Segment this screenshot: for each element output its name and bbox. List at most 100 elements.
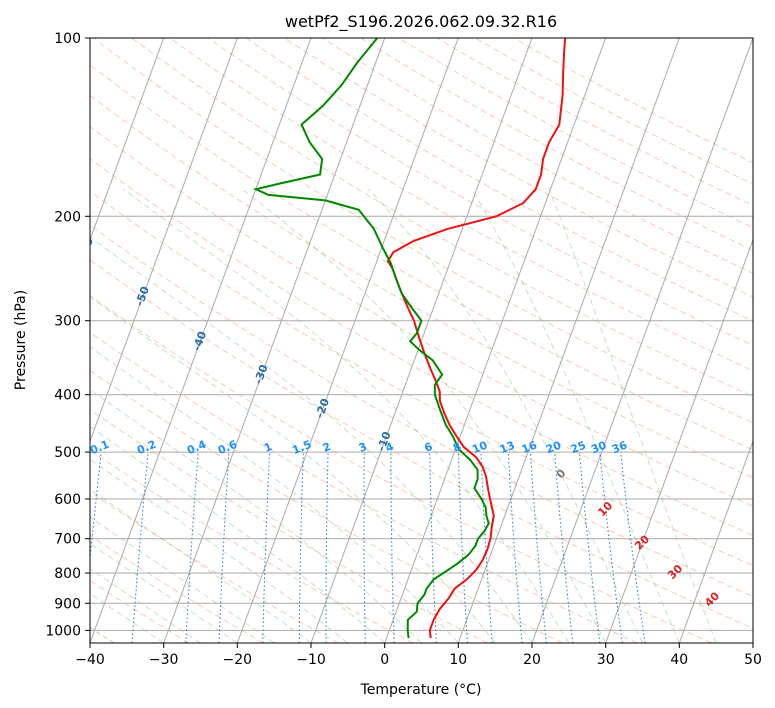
dry-adiabat-line bbox=[436, 38, 753, 207]
isotherm-label: -60 bbox=[77, 236, 96, 259]
mixing-ratio-label: 2 bbox=[321, 440, 333, 455]
dry-adiabat-line bbox=[90, 409, 488, 643]
y-axis-ticks: 100 200 300 400 500 600 700 800 900 1000 bbox=[45, 31, 90, 639]
y-tick-label: 300 bbox=[54, 314, 81, 330]
isotherm-label: -70 bbox=[23, 181, 42, 204]
mixing-ratio-label: 10 bbox=[470, 438, 489, 456]
mixing-ratio-label: 13 bbox=[498, 439, 517, 457]
dry-adiabat-line bbox=[513, 38, 753, 164]
mixing-ratio-label: 20 bbox=[544, 438, 563, 456]
x-tick-label: 0 bbox=[380, 652, 389, 668]
mixing-ratio-label: 8 bbox=[451, 440, 463, 455]
mixing-ratio-line bbox=[325, 452, 329, 643]
moist-adiabat-line bbox=[90, 568, 201, 643]
mixing-ratio-label: 0.1 bbox=[88, 438, 111, 457]
mixing-ratio-line bbox=[599, 452, 623, 643]
y-tick-label: 200 bbox=[54, 209, 81, 225]
dry-adiabat-line bbox=[90, 157, 753, 537]
mixing-ratio-line bbox=[578, 452, 601, 643]
x-tick-label: −30 bbox=[149, 652, 179, 668]
mixing-ratio-label: 0.4 bbox=[185, 438, 208, 457]
dry-adiabat-line bbox=[322, 38, 753, 274]
moist-adiabat-line bbox=[90, 458, 349, 643]
moist-adiabat-line bbox=[241, 188, 607, 643]
chart-title: wetPf2_S196.2026.062.09.32.R16 bbox=[285, 12, 557, 32]
moist-adiabat-line bbox=[367, 188, 643, 643]
moist-adiabat-line bbox=[90, 542, 238, 643]
dry-adiabat-line bbox=[90, 94, 753, 479]
isotherm-line bbox=[90, 38, 312, 643]
x-tick-label: −40 bbox=[75, 652, 105, 668]
moist-adiabat-line bbox=[90, 236, 533, 643]
plot-frame bbox=[89, 37, 754, 644]
mixing-ratio-label: 6 bbox=[423, 440, 435, 455]
dewpoint-profile-line bbox=[252, 38, 490, 639]
dry-adiabat-line bbox=[90, 449, 414, 643]
dry-adiabat-line bbox=[245, 38, 753, 322]
dry-adiabat-line bbox=[90, 64, 753, 451]
mixing-ratio-line bbox=[298, 452, 304, 643]
x-tick-label: −10 bbox=[296, 652, 326, 668]
x-axis-label: Temperature (°C) bbox=[360, 682, 482, 698]
dry-adiabat-line bbox=[90, 331, 638, 643]
dry-adiabat-line bbox=[474, 38, 753, 185]
x-axis-ticks: −40 −30 −20 −10 0 10 20 30 40 50 bbox=[75, 643, 762, 668]
dry-adiabat-line bbox=[90, 491, 339, 643]
mixing-ratio-line bbox=[529, 452, 547, 643]
isotherm-line bbox=[531, 38, 753, 643]
isotherm-line bbox=[310, 38, 533, 643]
isotherm-line bbox=[752, 641, 753, 643]
y-tick-label: 100 bbox=[54, 31, 81, 47]
mixing-ratio-label: 1 bbox=[262, 440, 274, 455]
moist-adiabat-line bbox=[123, 188, 570, 643]
dry-adiabat-line bbox=[90, 369, 563, 643]
y-tick-label: 700 bbox=[54, 532, 81, 548]
dry-adiabat-line bbox=[90, 259, 753, 629]
profile-lines bbox=[252, 38, 567, 639]
moist-adiabat-line bbox=[90, 388, 422, 643]
moist-adiabat-line bbox=[90, 346, 459, 643]
dry-adiabat-line bbox=[90, 190, 753, 567]
isotherm-line bbox=[163, 38, 386, 643]
moist-adiabat-label: 40 bbox=[702, 589, 722, 609]
x-tick-label: 10 bbox=[449, 652, 467, 668]
mixing-ratio-label: 3 bbox=[357, 440, 369, 455]
isotherm-line bbox=[90, 38, 238, 443]
dry-adiabat-line bbox=[93, 38, 753, 424]
y-tick-label: 500 bbox=[54, 445, 81, 461]
x-tick-label: 30 bbox=[597, 652, 615, 668]
moist-adiabat-line bbox=[548, 189, 717, 643]
mixing-ratio-label: 25 bbox=[569, 439, 588, 457]
mixing-ratio-line bbox=[218, 452, 230, 643]
mixing-ratio-line bbox=[131, 452, 149, 643]
y-tick-label: 600 bbox=[54, 492, 81, 508]
mixing-ratio-line bbox=[620, 452, 646, 643]
mixing-ratio-label: 0.2 bbox=[135, 438, 158, 457]
mixing-ratio-line bbox=[90, 452, 102, 564]
mixing-ratio-line bbox=[185, 452, 199, 643]
x-tick-label: 40 bbox=[670, 652, 688, 668]
isotherm-line bbox=[90, 38, 165, 242]
mixing-ratio-label: 0.6 bbox=[216, 438, 239, 457]
line-labels: -100-90-80-70-60-50-40-30-20-100.10.20.4… bbox=[23, 181, 722, 610]
isotherm-line bbox=[384, 38, 607, 643]
x-tick-label: 20 bbox=[523, 652, 541, 668]
mixing-ratio-label: 30 bbox=[589, 438, 608, 456]
dry-adiabat-line bbox=[90, 125, 753, 507]
moist-adiabat-label: 0 bbox=[554, 466, 569, 481]
y-tick-label: 900 bbox=[54, 596, 81, 612]
mixing-ratio-label: 36 bbox=[610, 438, 629, 456]
isotherm-label: -50 bbox=[133, 284, 152, 307]
isotherm-label: -30 bbox=[252, 363, 271, 386]
mixing-ratio-label: 1.5 bbox=[290, 438, 313, 457]
y-tick-label: 1000 bbox=[45, 623, 81, 639]
mixing-ratio-line bbox=[457, 452, 469, 643]
mixing-ratio-line bbox=[363, 452, 366, 643]
y-tick-label: 800 bbox=[54, 566, 81, 582]
moist-adiabat-line bbox=[90, 488, 312, 643]
x-tick-label: −20 bbox=[223, 652, 253, 668]
temperature-profile-line bbox=[386, 38, 567, 639]
dry-adiabat-line bbox=[398, 38, 753, 229]
plot-background-lines bbox=[90, 38, 753, 643]
